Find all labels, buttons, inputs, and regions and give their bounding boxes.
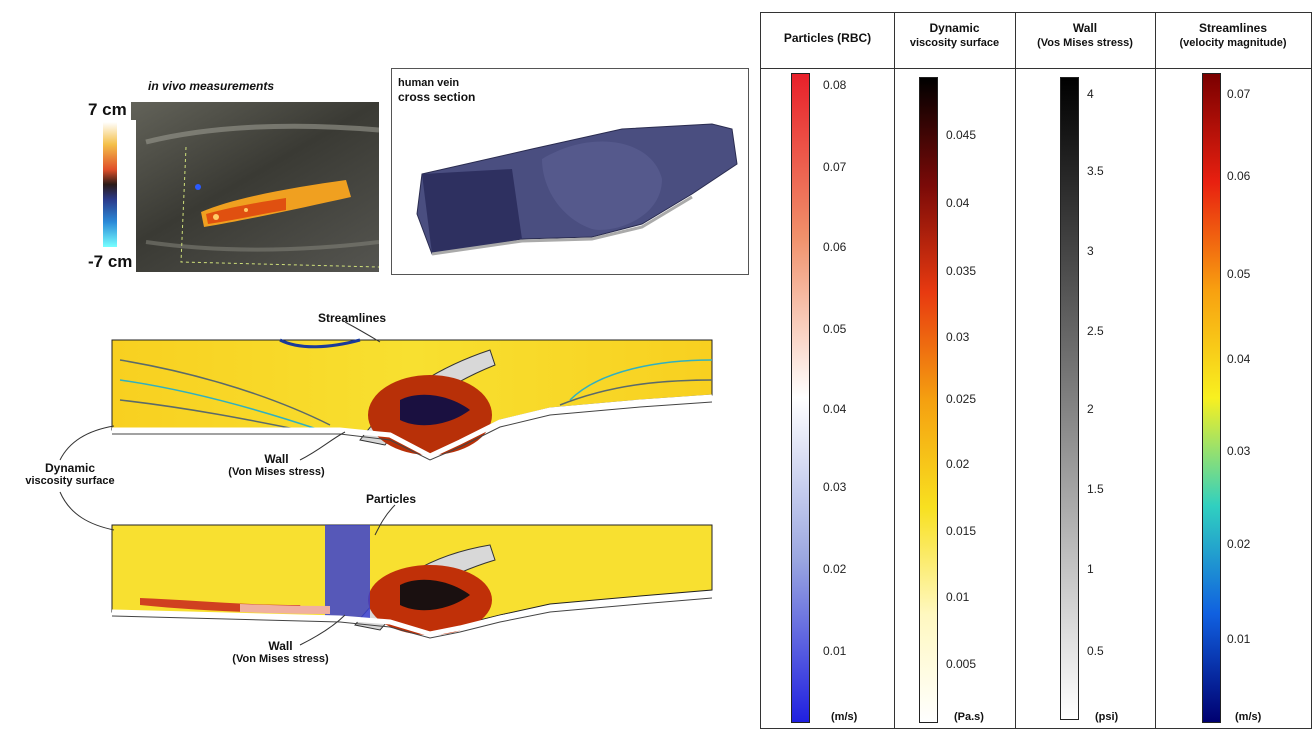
annotation-dynamic-sub: viscosity surface <box>25 475 115 487</box>
colorbar-tick-label: 0.05 <box>823 322 847 336</box>
colorbar-tick-label: 0.015 <box>946 524 977 538</box>
colorbar-tick-label: 0.04 <box>1227 352 1251 366</box>
colorbar-title: Wall <box>1072 21 1098 35</box>
colorbar-tick-label: 0.035 <box>946 264 977 278</box>
annotation-wall-bottom: Wall (Von Mises stress) <box>218 640 343 666</box>
colorbar-subtitle: (velocity magnitude) <box>1179 37 1287 49</box>
colorbar-header-3: Streamlines (velocity magnitude) <box>1155 21 1311 51</box>
ultrasound-title: in vivo measurements <box>148 79 275 93</box>
colorbar-tick-label: 1 <box>1087 562 1094 576</box>
colorbar-tick-label: 0.04 <box>823 402 847 416</box>
annotation-wall-top-label: Wall <box>264 452 289 466</box>
colorbar-gradient-0 <box>791 73 810 723</box>
colorbar-title: Dynamic <box>929 21 980 35</box>
colorbar-tick-label: 0.02 <box>1227 537 1251 551</box>
column-divider <box>894 13 895 728</box>
colorbar-tick-label: 0.08 <box>823 78 847 92</box>
annotation-wall-bottom-label: Wall <box>268 639 293 653</box>
colorbar-tick-label: 0.03 <box>823 480 847 494</box>
colorbar-table: Particles (RBC) 0.08 0.07 0.06 0.05 0.04 0.03 0… <box>760 12 1312 729</box>
colorbar-gradient-1 <box>919 77 938 723</box>
colorbar-title: Particles (RBC) <box>783 31 872 45</box>
colorbar-tick-label: 0.03 <box>1227 444 1251 458</box>
ultrasound-bottom-label: -7 cm <box>84 252 137 272</box>
vein-title-line2: cross section <box>398 90 476 104</box>
particles-simulation <box>111 524 713 639</box>
colorbar-tick-label: 2.5 <box>1087 324 1104 338</box>
annotation-wall-top-sub: (Von Mises stress) <box>228 466 325 478</box>
colorbar-tick-label: 2 <box>1087 402 1094 416</box>
colorbar-title: Streamlines <box>1198 21 1268 35</box>
colorbar-tick-label: 0.045 <box>946 128 977 142</box>
colorbar-header-2: Wall (Vos Mises stress) <box>1015 21 1155 51</box>
colorbar-tick-label: 3 <box>1087 244 1094 258</box>
colorbar-tick-label: 0.06 <box>1227 169 1251 183</box>
annotation-wall-top: Wall (Von Mises stress) <box>214 453 339 479</box>
colorbar-tick-label: 0.03 <box>946 330 970 344</box>
colorbar-tick-label: 3.5 <box>1087 164 1104 178</box>
colorbar-tick-label: 0.07 <box>823 160 847 174</box>
vein-cross-section-panel: human vein cross section <box>391 68 749 275</box>
ultrasound-top-label: 7 cm <box>84 100 131 120</box>
colorbar-tick-label: 0.005 <box>946 657 977 671</box>
colorbar-tick-label: 0.07 <box>1227 87 1251 101</box>
colorbar-header-0: Particles (RBC) <box>761 31 894 46</box>
column-divider <box>1015 13 1016 728</box>
colorbar-header-1: Dynamic viscosity surface <box>894 21 1015 51</box>
colorbar-unit: (Pa.s) <box>954 711 984 723</box>
colorbar-tick-label: 0.02 <box>823 562 847 576</box>
column-divider <box>1155 13 1156 728</box>
annotation-wall-bottom-sub: (Von Mises stress) <box>232 653 329 665</box>
colorbar-tick-label: 0.01 <box>1227 632 1251 646</box>
colorbar-tick-label: 0.01 <box>823 644 847 658</box>
colorbar-tick-label: 0.025 <box>946 392 977 406</box>
colorbar-gradient-3 <box>1202 73 1221 723</box>
annotation-particles: Particles <box>366 492 417 506</box>
colorbar-tick-label: 0.04 <box>946 196 970 210</box>
vein-3d-render <box>416 123 738 256</box>
colorbar-tick-label: 0.05 <box>1227 267 1251 281</box>
ultrasound-color-strip <box>103 122 117 247</box>
colorbar-unit: (m/s) <box>831 711 858 723</box>
header-divider <box>761 68 1311 69</box>
colorbar-unit: (psi) <box>1095 711 1119 723</box>
colorbar-subtitle: viscosity surface <box>909 37 1000 49</box>
colorbar-tick-label: 0.06 <box>823 240 847 254</box>
colorbar-tick-label: 0.02 <box>946 457 970 471</box>
annotation-dynamic: Dynamic viscosity surface <box>10 462 130 488</box>
streamlines-simulation <box>111 338 713 461</box>
vein-title-line1: human vein <box>398 77 460 89</box>
colorbar-tick-label: 1.5 <box>1087 482 1104 496</box>
colorbar-unit: (m/s) <box>1235 711 1262 723</box>
colorbar-tick-label: 4 <box>1087 87 1094 101</box>
colorbar-tick-label: 0.01 <box>946 590 970 604</box>
colorbar-subtitle: (Vos Mises stress) <box>1037 37 1133 49</box>
colorbar-gradient-2 <box>1060 77 1079 720</box>
colorbar-tick-label: 0.5 <box>1087 644 1104 658</box>
annotation-streamlines: Streamlines <box>318 311 387 325</box>
annotation-dynamic-label: Dynamic <box>44 461 96 475</box>
